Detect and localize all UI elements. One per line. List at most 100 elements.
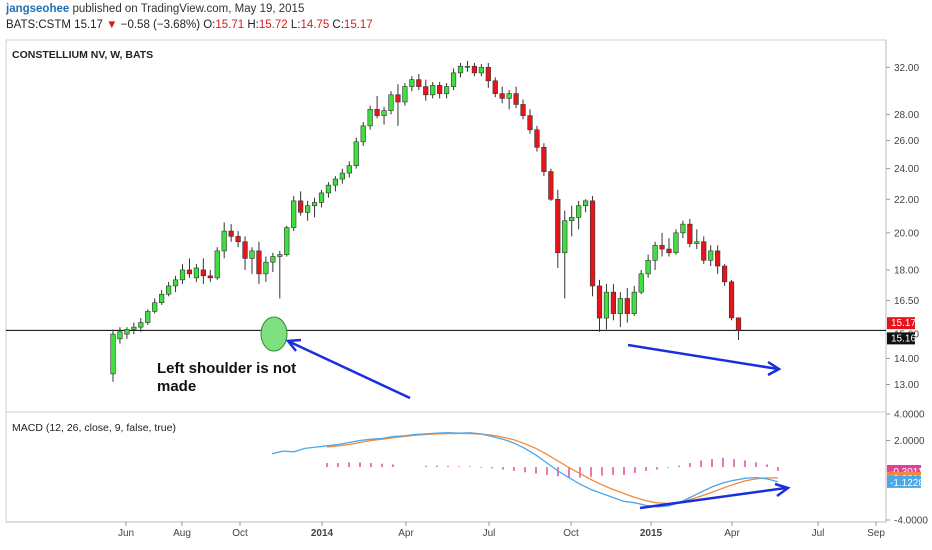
candle-up — [381, 110, 387, 116]
candle-down — [298, 200, 304, 213]
candle-down — [728, 281, 735, 319]
candle-up — [569, 217, 575, 222]
candle-up — [652, 245, 658, 261]
close-label: C: — [332, 19, 344, 31]
candle-up — [409, 79, 415, 87]
time-axis: Jun Aug Oct 2014 Apr Jul Oct 2015 Apr Jul Sep — [118, 522, 885, 539]
candle-down — [471, 65, 478, 74]
candle-down — [721, 265, 728, 283]
arrow-head-icon — [285, 338, 302, 352]
candle-up — [332, 178, 339, 186]
time-tick-label: Jul — [812, 528, 825, 539]
candle-down — [541, 146, 547, 172]
price-tick-label: 26.00 — [894, 136, 919, 147]
candle-up — [193, 267, 200, 279]
price-tick-label: 28.00 — [894, 110, 919, 121]
open-label: O: — [203, 19, 216, 31]
candle-up — [353, 141, 359, 167]
candle-up — [318, 192, 325, 203]
annotation-arrow-left[interactable] — [289, 340, 411, 400]
macd-line — [271, 431, 779, 508]
high-label: H: — [247, 19, 259, 31]
high-value: 15.72 — [258, 19, 288, 31]
candle-down — [610, 291, 616, 314]
candle-down — [735, 317, 742, 331]
candle-up — [304, 205, 311, 213]
candle-up — [443, 86, 450, 94]
candle-down — [235, 236, 241, 243]
candle-up — [464, 65, 471, 68]
down-arrow-icon: ▼ — [106, 19, 118, 31]
candle-down — [256, 250, 262, 275]
candle-down — [437, 85, 443, 94]
time-tick-label: Aug — [173, 528, 191, 539]
time-tick-label: Oct — [563, 528, 579, 539]
macd-value-labels: -0.3011-0.8216-1.1228 — [887, 464, 924, 489]
candle-down — [701, 241, 707, 261]
close-value: 15.17 — [343, 19, 373, 31]
arrow-head-icon — [767, 360, 782, 377]
candle-down — [624, 298, 630, 314]
price-chart-title: CONSTELLIUM NV, W, BATS — [12, 49, 153, 61]
candle-down — [186, 269, 193, 275]
annotation-text-line2: made — [157, 378, 196, 395]
candle-down — [687, 223, 693, 244]
candle-down — [492, 80, 498, 94]
signal-line — [326, 432, 778, 505]
macd-tick-label: -4.0000 — [894, 516, 928, 527]
candle-up — [117, 331, 123, 340]
price-tick-label: 24.00 — [894, 164, 919, 175]
candle-down — [527, 115, 533, 131]
macd-axis: 4.0000 2.0000 -4.0000 — [886, 410, 928, 527]
candle-down — [200, 269, 206, 277]
macd-plot — [271, 431, 779, 508]
price-tick-label: 16.50 — [894, 296, 919, 307]
candle-up — [249, 250, 255, 259]
candle-up — [402, 86, 408, 103]
candle-up — [694, 241, 700, 244]
low-value: 14.75 — [300, 19, 330, 31]
candle-up — [680, 223, 686, 234]
candle-up — [506, 93, 512, 99]
chart-header: jangseohee published on TradingView.com,… — [0, 0, 932, 38]
candle-up — [603, 291, 610, 319]
candle-up — [325, 184, 332, 194]
candle-down — [228, 230, 234, 237]
symbol-label[interactable]: BATS:CSTM — [6, 19, 71, 31]
candle-up — [388, 94, 394, 111]
candle-up — [172, 279, 179, 287]
candle-up — [138, 322, 144, 328]
price-tick-label: 14.00 — [894, 354, 919, 365]
time-tick-label: Jul — [483, 528, 496, 539]
author-link[interactable]: jangseohee — [6, 3, 70, 15]
time-tick-label: 2015 — [640, 528, 663, 539]
left-shoulder-marker[interactable] — [260, 316, 288, 352]
candle-up — [638, 273, 644, 293]
candle-up — [339, 172, 345, 180]
arrow-head-icon — [774, 482, 791, 498]
time-tick-label: Apr — [724, 528, 740, 539]
candle-up — [562, 220, 568, 254]
price-change: −0.58 (−3.68%) — [120, 19, 201, 31]
price-pane-border — [5, 39, 887, 413]
time-tick-label: Oct — [232, 528, 248, 539]
candle-down — [659, 245, 665, 250]
price-tick-label: 32.00 — [894, 63, 919, 74]
candle-up — [291, 200, 297, 228]
trend-arrow-macd[interactable] — [639, 486, 787, 510]
price-tick-label: 13.00 — [894, 380, 919, 391]
publish-info: published on TradingView.com, May 19, 20… — [72, 3, 305, 15]
low-label: L: — [290, 19, 301, 31]
candle-up — [152, 302, 158, 312]
candle-down — [374, 109, 380, 116]
candle-up — [284, 227, 290, 255]
candle-down — [555, 198, 561, 254]
candle-up — [124, 329, 130, 335]
candle-down — [423, 86, 429, 96]
trend-arrow-price[interactable] — [627, 343, 779, 371]
candle-down — [715, 250, 721, 267]
candle-up — [311, 202, 318, 207]
candle-up — [457, 65, 464, 74]
candle-up — [270, 256, 276, 263]
